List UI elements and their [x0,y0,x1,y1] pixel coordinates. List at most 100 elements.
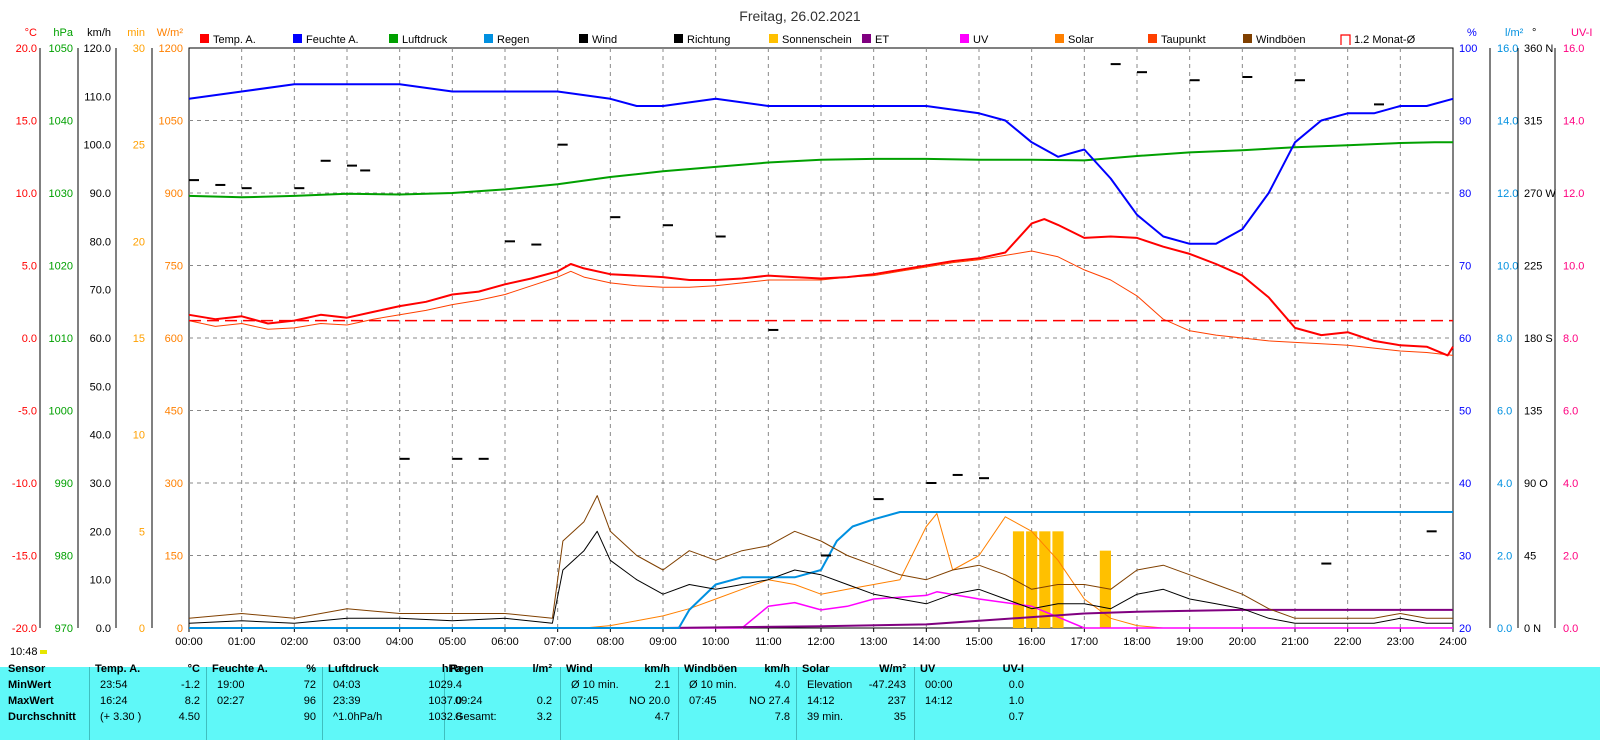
sun-indicator-icon [39,650,47,655]
summary-uv-time: 00:00 [925,679,953,691]
sunmin-axis-unit: min [127,27,145,39]
pressure-tick-label: 1040 [49,116,73,128]
temp-tick-label: 20.0 [16,43,37,55]
temp-tick-label: -5.0 [18,406,37,418]
summary-humidity-time: 02:27 [217,695,245,707]
rain-axis-unit: l/m² [1505,27,1524,39]
direction-mark [1137,71,1147,74]
solar-tick-label: 450 [165,406,183,418]
x-tick-label: 24:00 [1439,636,1467,648]
summary-gust-time: 07:45 [689,695,717,707]
summary-rain-value: 0.2 [536,695,552,707]
x-tick-label: 23:00 [1387,636,1415,648]
summary-temp-time: 16:24 [100,695,128,707]
rain-tick-label: 16.0 [1497,43,1518,55]
uv-tick-label: 2.0 [1563,551,1578,563]
summary-divider [206,667,207,740]
summary-pressure-value: 1037.0 [428,695,462,707]
direction-mark [1189,79,1200,82]
summary-rain-time: Gesamt: [455,711,497,723]
legend-label: Sonnenschein [782,34,852,46]
x-tick-label: 01:00 [228,636,256,648]
x-tick-label: 08:00 [597,636,625,648]
humidity-tick-label: 100 [1459,43,1477,55]
direction-mark [505,240,515,243]
sunmin-tick-label: 0 [139,623,145,635]
sunshine-bar [1012,531,1025,628]
uv-tick-label: 4.0 [1563,478,1578,490]
summary-humidity-value: 96 [303,695,316,707]
wind-tick-label: 60.0 [90,333,111,345]
summary-header: Wind [566,663,593,675]
x-tick-label: 18:00 [1123,636,1151,648]
sunmin-tick-label: 10 [133,430,145,442]
x-tick-label: 16:00 [1018,636,1046,648]
direction-mark [1242,76,1253,78]
rain-tick-label: 12.0 [1497,188,1518,200]
summary-uv-value: 0.7 [1008,711,1024,723]
uv-tick-label: 8.0 [1563,333,1578,345]
chart-title: Freitag, 26.02.2021 [739,8,861,24]
wind-tick-label: 120.0 [83,43,111,55]
humidity-tick-label: 50 [1459,406,1471,418]
summary-header-unit: % [306,663,316,675]
uv-tick-label: 0.0 [1563,623,1578,635]
summary-row-label: MinWert [8,679,52,691]
summary-rain-value: 3.2 [536,711,552,723]
legend-label: Regen [497,34,529,46]
summary-header: Feuchte A. [212,663,268,675]
wind-tick-label: 50.0 [90,381,111,393]
summary-humidity-time: 19:00 [217,679,245,691]
pressure-tick-label: 1050 [49,43,73,55]
wind-tick-label: 100.0 [83,140,111,152]
left-axes: °C 20.0 15.0 10.0 5.0 0.0 -5.0 -10.0 -15.0 -20.0 h… [12,27,183,635]
temp-axis-unit: °C [25,27,37,39]
solar-tick-label: 900 [165,188,183,200]
legend-swatch [484,34,493,43]
summary-pressure-time: ^1.0hPa/h [333,711,383,723]
x-tick-label: 09:00 [649,636,677,648]
wind-tick-label: 20.0 [90,526,111,538]
direction-mark [294,187,305,190]
legend-label: Temp. A. [213,34,256,46]
direction-mark [531,243,542,246]
legend-label: Wind [592,34,617,46]
uv-tick-label: 10.0 [1563,261,1584,273]
legend-swatch [200,34,209,43]
direction-mark [320,159,331,162]
temp-a-line [188,218,1454,357]
temp-tick-label: 10.0 [16,188,37,200]
pressure-axis-unit: hPa [53,27,73,39]
legend-label: 1.2 Monat-Ø [1354,34,1416,46]
wind-tick-label: 10.0 [90,575,111,587]
summary-wind-time: Ø 10 min. [571,679,619,691]
direction-tick-label: 360 N [1524,43,1553,55]
legend-label: UV [973,34,989,46]
uv-tick-label: 16.0 [1563,43,1584,55]
direction-mark [979,477,989,480]
summary-header-unit: °C [187,663,200,675]
uv-tick-label: 14.0 [1563,116,1584,128]
humidity-tick-label: 20 [1459,623,1471,635]
current-time-label: 10:48 [10,646,38,658]
legend-label: Luftdruck [402,34,448,46]
uv-axis-unit: UV-I [1571,27,1592,39]
pressure-tick-label: 1030 [49,188,73,200]
summary-wind-time: 07:45 [571,695,599,707]
summary-humidity-value: 72 [303,679,316,691]
solar-axis-unit: W/m² [157,27,184,39]
summary-row-label: Durchschnitt [8,711,76,723]
humidity-tick-label: 60 [1459,333,1471,345]
wind-tick-label: 40.0 [90,430,111,442]
rain-tick-label: 6.0 [1497,406,1512,418]
summary-header: UV [920,663,936,675]
taupunkt-line [188,250,1454,356]
humidity-axis-unit: % [1467,27,1477,39]
direction-mark [1295,79,1305,82]
direction-mark [557,143,568,146]
feuchte-a-line [188,83,1454,245]
summary-divider [89,667,90,740]
direction-mark [663,224,673,227]
windb-en-line [188,495,1453,619]
grid [189,48,1453,628]
